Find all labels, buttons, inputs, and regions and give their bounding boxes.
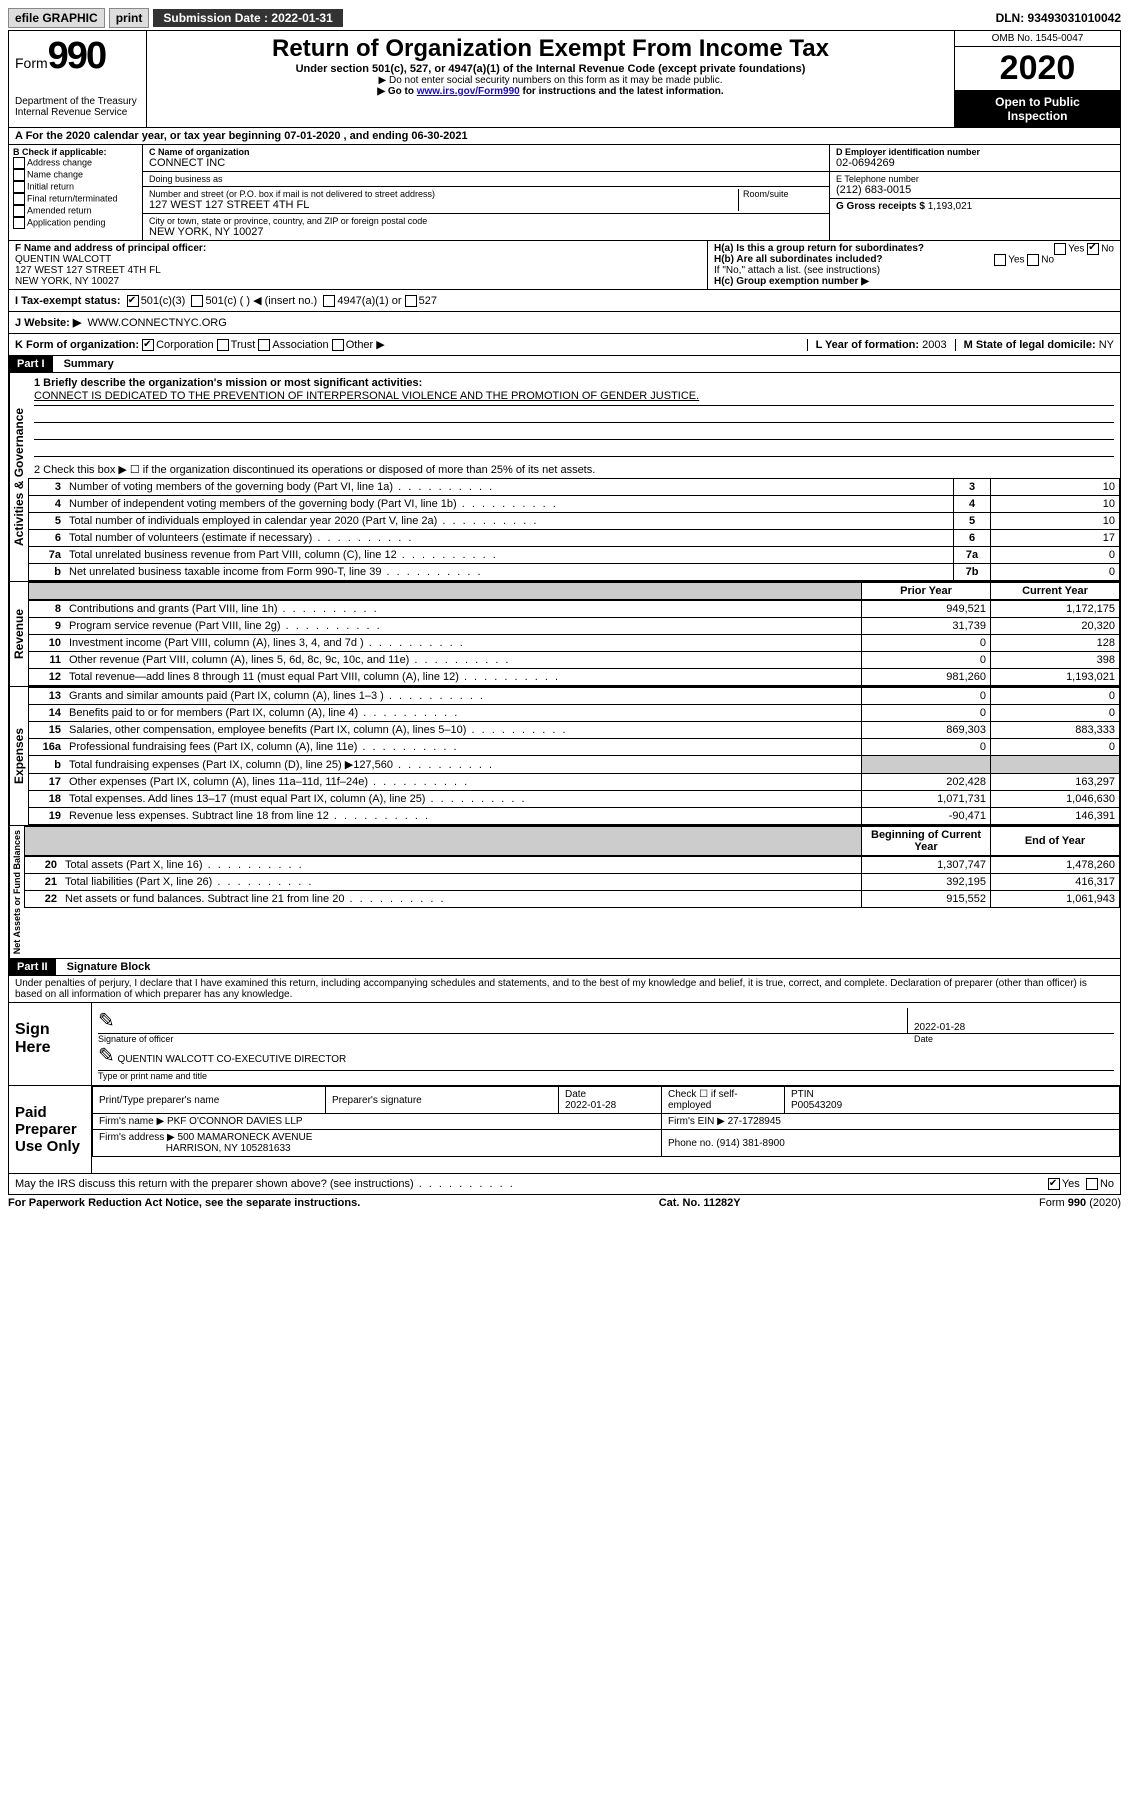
goto-link-row: ▶ Go to www.irs.gov/Form990 for instruct… (153, 86, 948, 97)
phone: (212) 683-0015 (836, 184, 1114, 196)
box-b: B Check if applicable: Address change Na… (9, 145, 143, 240)
officer-group-block: F Name and address of principal officer:… (8, 241, 1121, 290)
sign-here-block: Sign Here ✎ 2022-01-28 Signature of offi… (8, 1003, 1121, 1086)
dept-label: Department of the Treasury Internal Reve… (15, 96, 140, 118)
form-subtitle: Under section 501(c), 527, or 4947(a)(1)… (153, 63, 948, 75)
ein: 02-0694269 (836, 157, 1114, 169)
sign-date: 2022-01-28 (908, 1022, 1114, 1033)
tax-year: 2020 (955, 47, 1120, 91)
klm-row: K Form of organization: Corporation Trus… (8, 334, 1121, 356)
firm-name: PKF O'CONNOR DAVIES LLP (167, 1116, 303, 1127)
firm-addr: 500 MAMARONECK AVENUE (178, 1132, 313, 1143)
gross-receipts: 1,193,021 (928, 201, 973, 212)
officer-name: QUENTIN WALCOTT (15, 254, 111, 265)
print-button[interactable]: print (109, 8, 150, 28)
ssn-note: ▶ Do not enter social security numbers o… (153, 75, 948, 86)
firm-phone: (914) 381-8900 (716, 1138, 784, 1149)
mission: CONNECT IS DEDICATED TO THE PREVENTION O… (34, 389, 1114, 406)
dln: DLN: 93493031010042 (996, 11, 1121, 25)
form-number: Form990 (15, 35, 140, 78)
street-address: 127 WEST 127 STREET 4TH FL (149, 199, 738, 211)
omb-number: OMB No. 1545-0047 (955, 31, 1120, 47)
tax-exempt-row: I Tax-exempt status: 501(c)(3) 501(c) ( … (8, 290, 1121, 312)
exp-label: Expenses (9, 687, 28, 825)
part2-title: Signature Block (59, 961, 151, 973)
ptin: P00543209 (791, 1100, 842, 1111)
open-inspection: Open to PublicInspection (955, 91, 1120, 127)
rev-label: Revenue (9, 582, 28, 686)
officer-typed-name: QUENTIN WALCOTT CO-EXECUTIVE DIRECTOR (118, 1054, 347, 1065)
box-deg: D Employer identification number 02-0694… (830, 145, 1120, 240)
state-domicile: NY (1099, 339, 1114, 351)
firm-ein: 27-1728945 (728, 1116, 781, 1127)
box-c: C Name of organization CONNECT INC Doing… (143, 145, 830, 240)
part1-body: Activities & Governance 1 Briefly descri… (8, 373, 1121, 582)
net-label: Net Assets or Fund Balances (9, 826, 24, 958)
form-title: Return of Organization Exempt From Incom… (153, 35, 948, 63)
form-header: Form990 Department of the Treasury Inter… (8, 30, 1121, 128)
topbar: efile GRAPHIC print Submission Date : 20… (8, 8, 1121, 28)
irs-link[interactable]: www.irs.gov/Form990 (417, 86, 520, 97)
entity-block: B Check if applicable: Address change Na… (8, 145, 1121, 241)
prep-date: 2022-01-28 (565, 1100, 616, 1111)
footer: For Paperwork Reduction Act Notice, see … (8, 1195, 1121, 1209)
website-row: J Website: ▶ WWW.CONNECTNYC.ORG (8, 312, 1121, 334)
city-state-zip: NEW YORK, NY 10027 (149, 226, 823, 238)
line-a: A For the 2020 calendar year, or tax yea… (8, 128, 1121, 145)
submission-date: Submission Date : 2022-01-31 (153, 9, 342, 27)
part2-header: Part II (9, 959, 56, 975)
year-formation: 2003 (922, 339, 946, 351)
website: WWW.CONNECTNYC.ORG (87, 317, 226, 329)
declaration: Under penalties of perjury, I declare th… (8, 976, 1121, 1003)
efile-label: efile GRAPHIC (8, 8, 105, 28)
part1-header: Part I (9, 356, 53, 372)
org-name: CONNECT INC (149, 157, 823, 169)
gov-label: Activities & Governance (9, 373, 28, 581)
paid-preparer-block: Paid Preparer Use Only Print/Type prepar… (8, 1086, 1121, 1174)
discuss-row: May the IRS discuss this return with the… (8, 1174, 1121, 1195)
part1-title: Summary (56, 358, 114, 370)
